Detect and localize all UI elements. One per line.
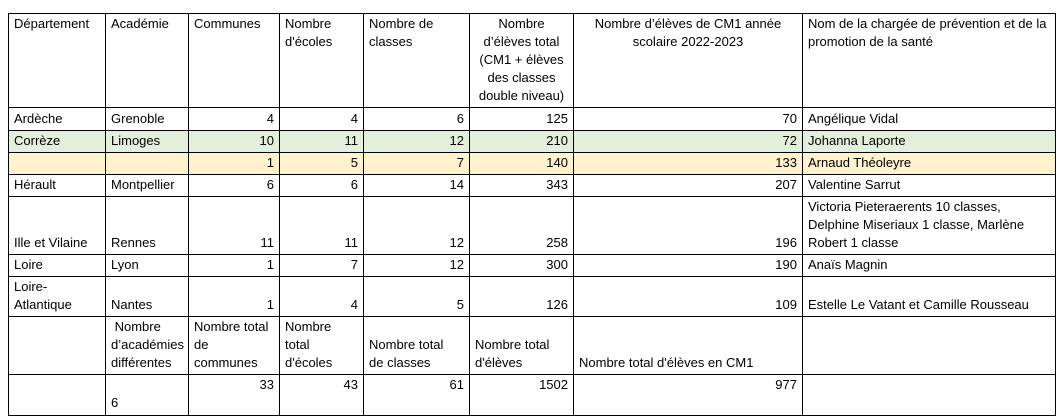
- cell-totals-header-eleves-total: Nombre total d'élèves: [469, 316, 574, 375]
- cell-ille-et-vilaine-eleves-cm1: 196: [573, 196, 803, 255]
- cell-totals-header-ecoles: Nombre total d'écoles: [279, 316, 364, 375]
- cell-loire-communes: 1: [188, 254, 280, 277]
- cell-herault-chargee: Valentine Sarrut: [802, 174, 1056, 197]
- cell-ardeche-academie: Grenoble: [105, 107, 189, 131]
- cell-loire-atlantique-classes: 5: [363, 276, 470, 317]
- cell-correze-departement: Corrèze: [8, 130, 106, 153]
- cell-totals-eleves-cm1: 977: [573, 374, 803, 416]
- cell-correze-classes: 12: [363, 130, 470, 153]
- cell-row-blank-ecoles: 5: [279, 152, 364, 175]
- cell-header-eleves-total: Nombre d’élèves total (CM1 + élèves des …: [469, 13, 574, 108]
- cell-loire-atlantique-eleves-total: 126: [469, 276, 574, 317]
- row-herault: Hérault Montpellier 6 6 14 343 207 Valentine Sa…: [8, 174, 1056, 197]
- cell-ardeche-eleves-cm1: 70: [573, 107, 803, 131]
- row-totals: 6 33 43 61 1502 977: [8, 374, 1056, 416]
- cell-row-blank-chargee: Arnaud Théoleyre: [802, 152, 1056, 175]
- cell-loire-departement: Loire: [8, 254, 106, 277]
- cell-ardeche-eleves-total: 125: [469, 107, 574, 131]
- cell-row-blank-communes: 1: [188, 152, 280, 175]
- cell-totals-header-departement: [8, 316, 106, 375]
- row-row-blank: 1 5 7 140 133 Arnaud Théoleyre: [8, 152, 1056, 175]
- cell-ardeche-departement: Ardèche: [8, 107, 106, 131]
- cell-header-academie: Académie: [105, 13, 189, 108]
- cell-totals-chargee: [802, 374, 1056, 416]
- cell-totals-academie: 6: [105, 374, 189, 416]
- row-correze: Corrèze Limoges 10 11 12 210 72 Johanna Laporte: [8, 130, 1056, 153]
- cell-herault-eleves-cm1: 207: [573, 174, 803, 197]
- cell-ille-et-vilaine-eleves-total: 258: [469, 196, 574, 255]
- row-ardeche: Ardèche Grenoble 4 4 6 125 70 Angélique Vidal: [8, 107, 1056, 131]
- cell-header-departement: Département: [8, 13, 106, 108]
- cell-loire-eleves-cm1: 190: [573, 254, 803, 277]
- cell-ardeche-ecoles: 4: [279, 107, 364, 131]
- cell-loire-chargee: Anaïs Magnin: [802, 254, 1056, 277]
- cell-loire-eleves-total: 300: [469, 254, 574, 277]
- cell-totals-departement: [8, 374, 106, 416]
- cell-herault-academie: Montpellier: [105, 174, 189, 197]
- row-ille-et-vilaine: Ille et Vilaine Rennes 11 11 12 258 196 Victori…: [8, 196, 1056, 255]
- cell-ardeche-chargee: Angélique Vidal: [802, 107, 1056, 131]
- cell-row-blank-departement: [8, 152, 106, 175]
- cell-header-eleves-cm1: Nombre d’élèves de CM1 année scolaire 20…: [573, 13, 803, 108]
- cell-ardeche-classes: 6: [363, 107, 470, 131]
- cell-totals-header-chargee: [802, 316, 1056, 375]
- cell-totals-communes: 33: [188, 374, 280, 416]
- cell-ille-et-vilaine-academie: Rennes: [105, 196, 189, 255]
- cell-row-blank-eleves-total: 140: [469, 152, 574, 175]
- cell-header-communes: Communes: [188, 13, 280, 108]
- cell-correze-ecoles: 11: [279, 130, 364, 153]
- cell-herault-classes: 14: [363, 174, 470, 197]
- cell-ille-et-vilaine-departement: Ille et Vilaine: [8, 196, 106, 255]
- cell-row-blank-classes: 7: [363, 152, 470, 175]
- cell-loire-classes: 12: [363, 254, 470, 277]
- cell-loire-atlantique-departement: Loire- Atlantique: [8, 276, 106, 317]
- cell-header-chargee: Nom de la chargée de prévention et de la…: [802, 13, 1056, 108]
- cell-loire-atlantique-communes: 1: [188, 276, 280, 317]
- cell-totals-header-academie: Nombre d’académies différentes: [105, 316, 189, 375]
- cell-totals-header-communes: Nombre total de communes: [188, 316, 280, 375]
- cell-header-ecoles: Nombre d'écoles: [279, 13, 364, 108]
- cell-row-blank-academie: [105, 152, 189, 175]
- cell-loire-atlantique-academie: Nantes: [105, 276, 189, 317]
- cell-totals-eleves-total: 1502: [469, 374, 574, 416]
- cell-totals-header-classes: Nombre total de classes: [363, 316, 470, 375]
- cell-loire-atlantique-chargee: Estelle Le Vatant et Camille Rousseau: [802, 276, 1056, 317]
- cell-row-blank-eleves-cm1: 133: [573, 152, 803, 175]
- school-summary-table: Département Académie Communes Nombre d'écol…: [8, 13, 1056, 416]
- cell-ille-et-vilaine-chargee: Victoria Pieteraerents 10 classes, Delph…: [802, 196, 1056, 255]
- cell-loire-academie: Lyon: [105, 254, 189, 277]
- cell-ille-et-vilaine-classes: 12: [363, 196, 470, 255]
- cell-correze-eleves-total: 210: [469, 130, 574, 153]
- cell-correze-communes: 10: [188, 130, 280, 153]
- cell-correze-academie: Limoges: [105, 130, 189, 153]
- cell-ardeche-communes: 4: [188, 107, 280, 131]
- cell-loire-atlantique-ecoles: 4: [279, 276, 364, 317]
- cell-loire-ecoles: 7: [279, 254, 364, 277]
- cell-correze-chargee: Johanna Laporte: [802, 130, 1056, 153]
- cell-header-classes: Nombre de classes: [363, 13, 470, 108]
- row-header: Département Académie Communes Nombre d'écol…: [8, 13, 1056, 108]
- table-body: Département Académie Communes Nombre d'écol…: [8, 13, 1056, 416]
- cell-ille-et-vilaine-communes: 11: [188, 196, 280, 255]
- cell-correze-eleves-cm1: 72: [573, 130, 803, 153]
- row-loire-atlantique: Loire- Atlantique Nantes 1 4 5 126 109 Estelle …: [8, 276, 1056, 317]
- cell-herault-eleves-total: 343: [469, 174, 574, 197]
- cell-herault-ecoles: 6: [279, 174, 364, 197]
- cell-totals-header-eleves-cm1: Nombre total d'élèves en CM1: [573, 316, 803, 375]
- cell-totals-classes: 61: [363, 374, 470, 416]
- cell-loire-atlantique-eleves-cm1: 109: [573, 276, 803, 317]
- cell-herault-communes: 6: [188, 174, 280, 197]
- row-loire: Loire Lyon 1 7 12 300 190 Anaïs Magnin: [8, 254, 1056, 277]
- cell-ille-et-vilaine-ecoles: 11: [279, 196, 364, 255]
- row-totals-header: Nombre d’académies différentes Nombre tot…: [8, 316, 1056, 375]
- cell-herault-departement: Hérault: [8, 174, 106, 197]
- cell-totals-ecoles: 43: [279, 374, 364, 416]
